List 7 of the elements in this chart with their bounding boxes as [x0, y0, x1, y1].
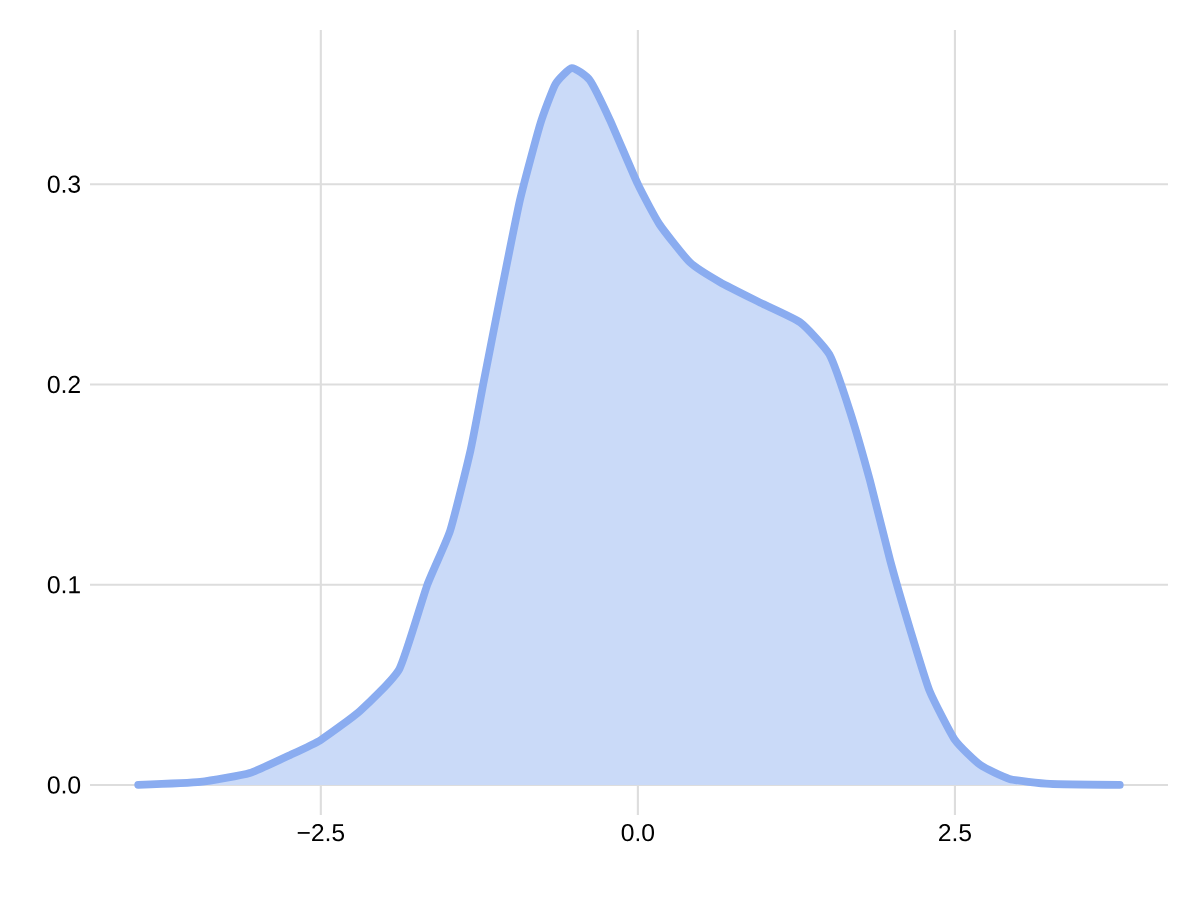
x-tick-label: −2.5 [297, 823, 345, 842]
x-tick-label: 2.5 [939, 823, 971, 842]
x-tick-label: 0.0 [621, 823, 655, 842]
y-tick-label: 0.3 [47, 175, 80, 193]
y-tick-label: 0.0 [47, 776, 81, 794]
y-tick-label: 0.2 [47, 375, 80, 394]
y-tick-label: 0.1 [47, 576, 80, 594]
